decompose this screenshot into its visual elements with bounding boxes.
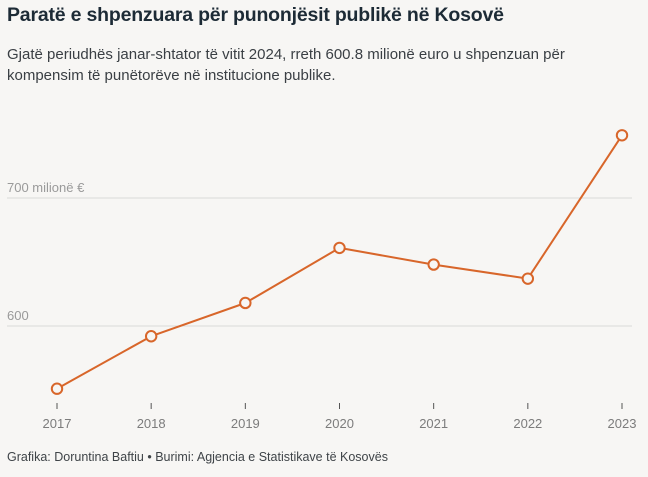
data-point-2021 (427, 258, 440, 271)
data-point-2017 (50, 382, 64, 395)
gridlines (7, 197, 632, 327)
data-point-2019 (239, 296, 252, 310)
x-tick-label: 2023 (608, 416, 637, 431)
x-tick-label: 2019 (231, 416, 260, 431)
data-point-2023 (615, 129, 629, 142)
x-axis: 2017 2018 2019 2020 2021 2022 2023 (43, 403, 637, 431)
x-tick-label: 2022 (513, 416, 542, 431)
x-tick-label: 2020 (325, 416, 354, 431)
line-chart: 600 700 milionë € 2017 2018 2019 2020 2021 202… (7, 129, 637, 431)
x-tick-label: 2017 (43, 416, 72, 431)
series-line (56, 134, 623, 390)
series (50, 129, 629, 395)
source-credit: Grafika: Doruntina Baftiu • Burimi: Agje… (7, 450, 388, 464)
y-tick-label: 700 milionë € (7, 180, 85, 195)
y-axis-labels: 600 700 milionë € (7, 180, 85, 323)
x-tick-label: 2021 (419, 416, 448, 431)
x-tick-label: 2018 (137, 416, 166, 431)
chart-title: Paratë e shpenzuara për punonjësit publi… (7, 4, 504, 26)
data-point-2022 (521, 272, 535, 285)
data-point-2018 (144, 330, 158, 343)
data-point-2020 (333, 241, 346, 255)
chart-subtitle: Gjatë periudhës janar-shtator të vitit 2… (7, 46, 565, 84)
y-tick-label: 600 (7, 308, 29, 323)
